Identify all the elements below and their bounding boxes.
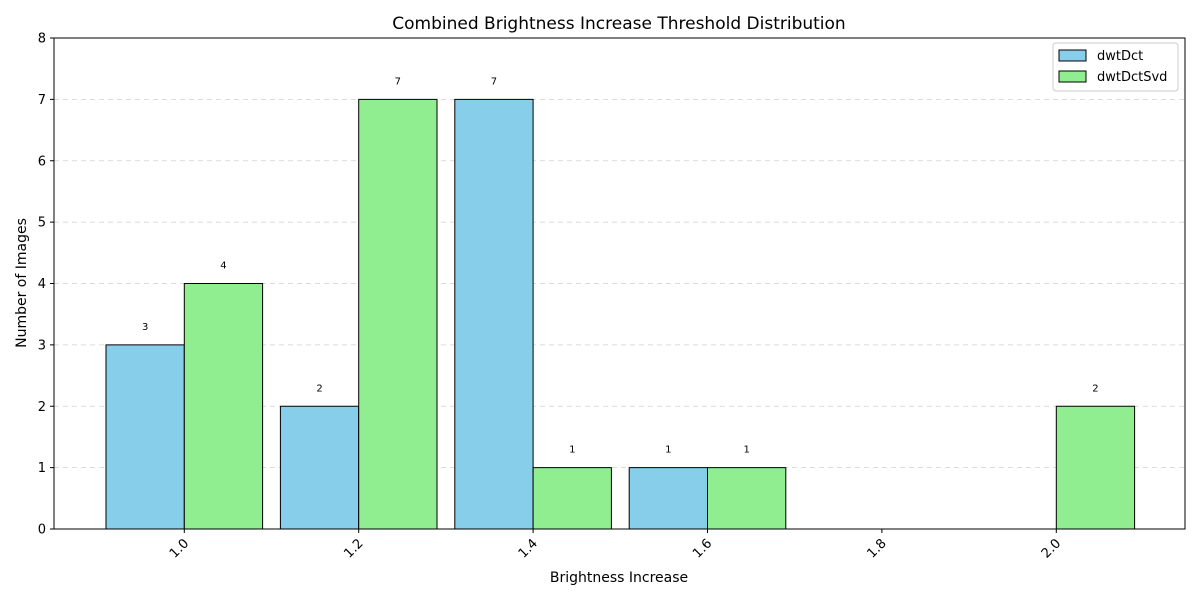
bar-dwtdctsvd-1.2 [358,98,438,530]
data-label: 7 [491,76,497,87]
x-tick-label: 2.0 [1039,536,1064,561]
x-tick-label: 1.6 [690,536,715,561]
legend-swatch-dwtdct [1058,49,1087,62]
data-label: 1 [665,445,671,456]
bar-dwtdctsvd-1.6 [707,467,787,530]
y-tick-label: 8 [38,32,46,47]
data-label: 2 [1092,383,1098,394]
bars [105,98,1136,530]
data-label: 7 [395,76,401,87]
x-tick-label: 1.8 [864,536,889,561]
legend-label-dwtdct: dwtDct [1097,49,1143,64]
y-tick-label: 6 [38,154,46,169]
y-axis: 0 1 2 3 4 5 6 7 8 [38,32,54,538]
y-axis-label: Number of Images [14,218,30,348]
y-tick-label: 2 [38,400,46,415]
y-tick-label: 0 [38,523,46,538]
y-tick-label: 5 [38,216,46,231]
legend-swatch-dwtdctsvd [1058,70,1087,83]
x-tick-label: 1.0 [167,536,192,561]
data-label: 3 [142,322,148,333]
data-labels: 3 2 7 1 4 7 1 1 2 [142,76,1099,455]
y-tick-label: 3 [38,338,46,353]
bar-dwtdctsvd-2.0 [1055,405,1136,530]
chart-title: Combined Brightness Increase Threshold D… [392,14,845,34]
x-tick-label: 1.4 [516,536,541,561]
x-axis-label: Brightness Increase [550,570,688,586]
data-label: 2 [316,383,322,394]
y-tick-label: 7 [38,93,46,108]
bar-dwtdct-1.4 [454,98,534,530]
x-tick-label: 1.2 [341,536,366,561]
legend: dwtDct dwtDctSvd [1052,42,1179,92]
data-label: 1 [569,445,575,456]
bar-dwtdct-1.2 [279,405,360,530]
y-tick-label: 4 [38,277,46,292]
bar-dwtdct-1.6 [628,467,709,530]
bar-dwtdctsvd-1.4 [532,467,612,530]
data-label: 4 [220,261,226,272]
x-axis: 1.0 1.2 1.4 1.6 1.8 2.0 [167,529,1064,561]
bar-dwtdct-1.0 [105,344,185,530]
y-tick-label: 1 [38,461,46,476]
data-label: 1 [743,445,749,456]
bar-dwtdctsvd-1.0 [183,283,264,530]
legend-label-dwtdctsvd: dwtDctSvd [1097,70,1167,85]
